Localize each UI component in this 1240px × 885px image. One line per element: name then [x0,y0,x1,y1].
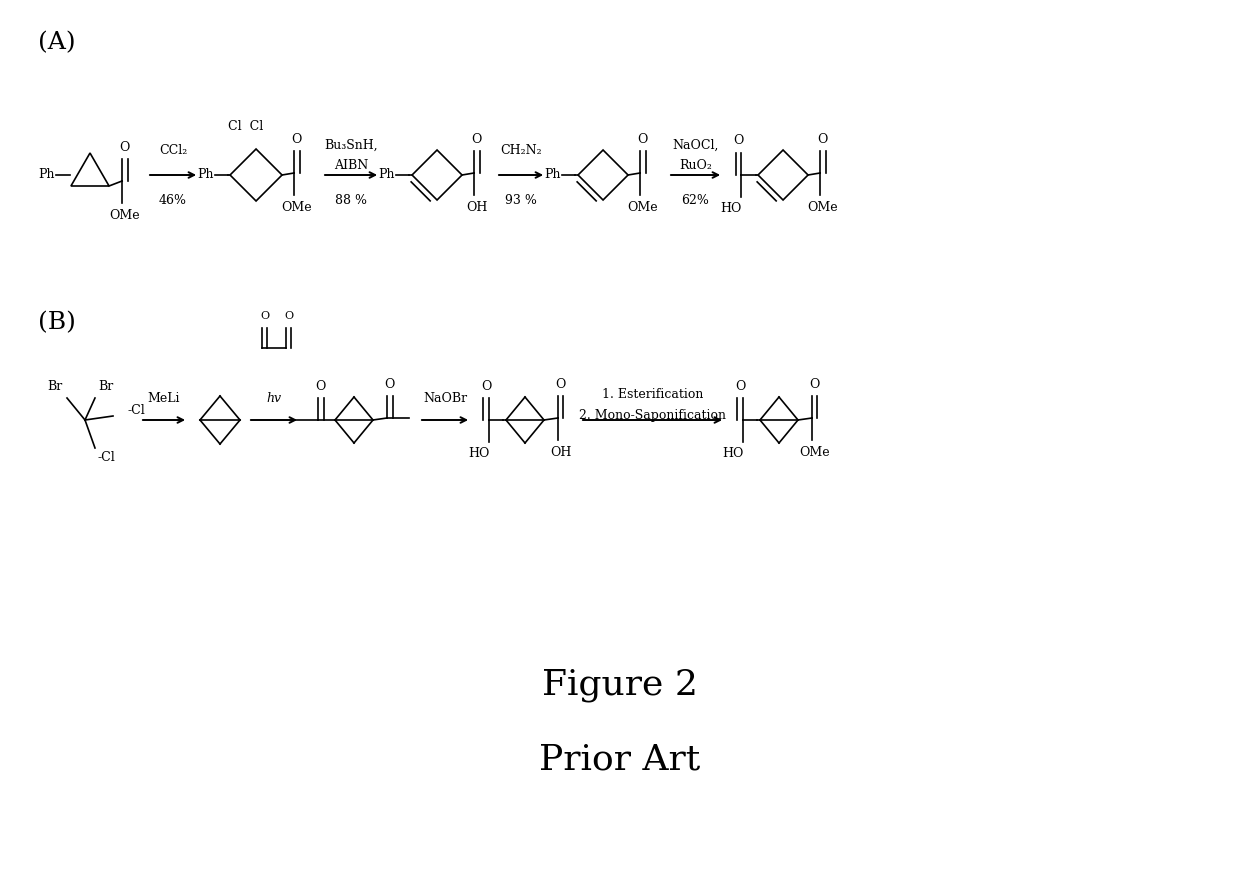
Text: OMe: OMe [800,445,830,458]
Text: 2. Mono-Saponification: 2. Mono-Saponification [579,409,725,421]
Text: HO: HO [720,203,742,216]
Text: 62%: 62% [682,194,709,206]
Text: 93 %: 93 % [505,194,537,206]
Text: hv: hv [267,391,281,404]
Text: (A): (A) [38,32,76,55]
Text: CH₂N₂: CH₂N₂ [500,143,542,157]
Text: OH: OH [551,445,572,458]
Text: OMe: OMe [281,201,312,213]
Text: O: O [735,380,745,393]
Text: Prior Art: Prior Art [539,743,701,777]
Text: O: O [733,135,744,148]
Text: O: O [637,133,649,145]
Text: MeLi: MeLi [148,391,180,404]
Text: OH: OH [466,201,487,213]
Text: OMe: OMe [807,201,838,213]
Text: O: O [810,378,820,390]
Text: Br: Br [98,381,113,394]
Text: AIBN: AIBN [334,158,368,172]
Text: Cl  Cl: Cl Cl [228,119,264,133]
Text: HO: HO [469,448,490,460]
Text: O: O [291,133,303,145]
Text: O: O [284,311,294,321]
Text: O: O [481,380,491,393]
Text: (B): (B) [38,312,76,335]
Text: HO: HO [723,448,744,460]
Text: O: O [817,133,828,145]
Text: O: O [120,141,130,153]
Text: 46%: 46% [159,194,187,206]
Text: NaOBr: NaOBr [423,391,467,404]
Text: Ph: Ph [544,168,560,181]
Text: RuO₂: RuO₂ [680,158,712,172]
Text: Ph: Ph [378,168,396,181]
Text: NaOCl,: NaOCl, [672,138,719,151]
Text: O: O [260,311,269,321]
Text: Ph: Ph [38,168,55,181]
Text: Figure 2: Figure 2 [542,668,698,702]
Text: O: O [384,378,396,390]
Text: Br: Br [48,381,63,394]
Text: O: O [556,378,565,390]
Text: Bu₃SnH,: Bu₃SnH, [324,138,378,151]
Text: -Cl: -Cl [126,404,145,417]
Text: 1. Esterification: 1. Esterification [601,389,703,402]
Text: 88 %: 88 % [335,194,367,206]
Text: Ph: Ph [197,168,215,181]
Text: OMe: OMe [109,209,140,221]
Text: O: O [471,133,482,145]
Text: O: O [316,380,326,393]
Text: CCl₂: CCl₂ [159,143,187,157]
Text: OMe: OMe [627,201,658,213]
Text: -Cl: -Cl [97,451,115,465]
